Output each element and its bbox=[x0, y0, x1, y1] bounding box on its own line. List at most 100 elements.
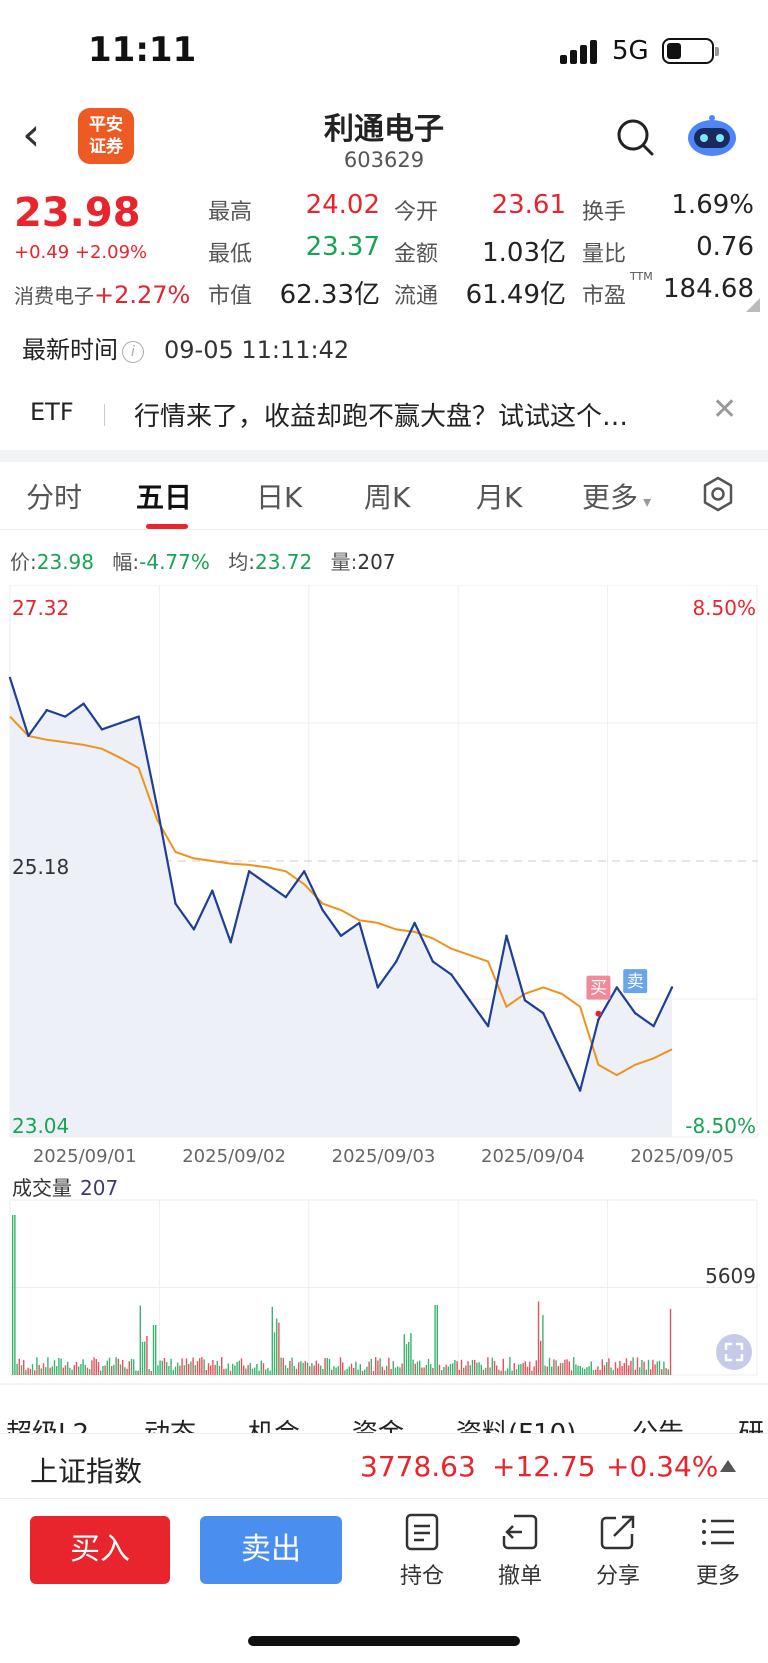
volume-bar bbox=[403, 1334, 405, 1375]
fullscreen-icon[interactable] bbox=[716, 1334, 752, 1370]
latest-time-row: 最新时间 i 09-05 11:11:42 bbox=[22, 330, 349, 365]
volume-bar bbox=[535, 1360, 537, 1375]
volume-bar bbox=[401, 1363, 403, 1375]
price-point bbox=[119, 721, 122, 725]
etf-banner-text[interactable]: 行情来了，收益却跑不赢大盘？试试这个… bbox=[134, 402, 629, 432]
price-point bbox=[652, 1024, 655, 1028]
price-point bbox=[155, 805, 159, 808]
price-area bbox=[10, 677, 672, 1137]
back-icon[interactable]: ‹ bbox=[22, 107, 41, 161]
volume-bar bbox=[577, 1365, 579, 1375]
tab-monthly-k[interactable]: 月K bbox=[476, 481, 523, 514]
section-tab[interactable]: 机会 bbox=[248, 1413, 300, 1433]
positions-button[interactable]: 持仓 bbox=[382, 1512, 462, 1590]
volume-bar bbox=[199, 1358, 201, 1375]
volume-bar bbox=[306, 1362, 309, 1375]
cancel-order-button[interactable]: 撤单 bbox=[480, 1512, 560, 1590]
volume-bar bbox=[238, 1360, 240, 1375]
buy-button[interactable]: 买入 bbox=[30, 1516, 170, 1584]
five-day-chart[interactable]: 买卖 27.32 25.18 23.04 8.50% -8.50% 2025/09/01 20… bbox=[0, 585, 768, 1385]
volume-bar bbox=[586, 1367, 588, 1375]
sector-change[interactable]: 消费电子+2.27% bbox=[14, 280, 190, 309]
volume-bar bbox=[456, 1361, 458, 1375]
section-tab[interactable]: 研 bbox=[738, 1413, 764, 1433]
volume-bar bbox=[122, 1359, 124, 1375]
etf-banner[interactable]: ETF 行情来了，收益却跑不赢大盘？试试这个… ✕ bbox=[0, 378, 768, 450]
section-tab[interactable]: 资金 bbox=[352, 1413, 404, 1433]
volume-bar bbox=[557, 1366, 559, 1375]
info-price: 23.98 bbox=[36, 550, 95, 574]
volume-bar bbox=[419, 1360, 421, 1375]
pe-value: 184.68 bbox=[663, 274, 754, 304]
volume-bar bbox=[511, 1370, 513, 1375]
status-bar: 11:11 5G bbox=[0, 0, 768, 100]
volume-bar bbox=[71, 1369, 73, 1375]
positions-icon bbox=[405, 1513, 439, 1551]
volume-bar bbox=[575, 1364, 577, 1375]
volume-bar bbox=[449, 1364, 452, 1375]
volume-bar bbox=[300, 1361, 302, 1375]
gear-icon[interactable] bbox=[700, 476, 736, 512]
volume-bar bbox=[311, 1363, 313, 1375]
volume-bar bbox=[225, 1368, 227, 1375]
tab-more[interactable]: 更多 ▾ bbox=[582, 476, 651, 516]
volume-bar bbox=[289, 1360, 291, 1375]
volume-bar bbox=[625, 1358, 628, 1375]
volume-bar bbox=[20, 1365, 23, 1375]
volume-bar bbox=[636, 1357, 639, 1375]
chevron-up-icon[interactable] bbox=[720, 1460, 736, 1472]
price-point bbox=[615, 986, 618, 989]
volume-bar bbox=[584, 1368, 586, 1375]
search-icon[interactable] bbox=[614, 116, 656, 158]
amount-label: 金额 bbox=[394, 242, 439, 267]
section-tab[interactable]: 动态 bbox=[144, 1413, 196, 1433]
section-tab[interactable]: 超级L2 bbox=[6, 1413, 89, 1433]
volume-bar bbox=[287, 1368, 289, 1375]
more-button[interactable]: 更多 bbox=[678, 1512, 758, 1590]
price-point bbox=[358, 921, 361, 925]
volume-bar bbox=[80, 1364, 82, 1375]
tab-daily-k[interactable]: 日K bbox=[256, 481, 303, 514]
sector-value: +2.27% bbox=[94, 281, 191, 309]
volume-bar bbox=[474, 1359, 476, 1375]
info-icon[interactable]: i bbox=[122, 341, 144, 363]
info-avg-label: 均: bbox=[228, 550, 255, 574]
volume-bar bbox=[331, 1369, 333, 1375]
volume-bar bbox=[416, 1361, 419, 1375]
volume-bar bbox=[216, 1360, 218, 1375]
volume-bar bbox=[108, 1357, 111, 1375]
volume-bar bbox=[192, 1357, 194, 1375]
close-icon[interactable]: ✕ bbox=[712, 392, 738, 427]
expand-corner-icon[interactable] bbox=[746, 298, 760, 312]
tab-intraday[interactable]: 分时 bbox=[26, 481, 83, 514]
volume-bar bbox=[478, 1362, 480, 1375]
volume-bar bbox=[31, 1364, 34, 1375]
volume-bar bbox=[408, 1341, 410, 1375]
tab-five-day[interactable]: 五日 bbox=[136, 481, 193, 514]
sell-button[interactable]: 卖出 bbox=[200, 1516, 342, 1584]
price-point bbox=[376, 986, 379, 989]
index-ticker-bar[interactable]: 上证指数 3778.63 +12.75 +0.34% bbox=[0, 1433, 768, 1499]
price-point bbox=[450, 973, 453, 976]
volume-bar bbox=[150, 1371, 152, 1375]
volume-bar bbox=[16, 1363, 18, 1375]
assistant-robot-icon[interactable] bbox=[686, 112, 738, 160]
volume-bar bbox=[295, 1368, 298, 1375]
volume-bar bbox=[493, 1360, 496, 1375]
cancel-order-icon bbox=[502, 1514, 538, 1550]
index-pct: +0.34% bbox=[606, 1450, 719, 1483]
volume-bar bbox=[392, 1361, 394, 1375]
volume-bar bbox=[168, 1366, 170, 1375]
tab-weekly-k[interactable]: 周K bbox=[364, 481, 411, 514]
price-point bbox=[468, 999, 471, 1002]
x-tick-label: 2025/09/04 bbox=[481, 1146, 585, 1167]
volume-bar bbox=[262, 1363, 265, 1375]
section-tab[interactable]: 公告 bbox=[632, 1413, 684, 1433]
volume-bar bbox=[658, 1360, 661, 1375]
volume-bar bbox=[181, 1358, 183, 1375]
volume-bar bbox=[458, 1369, 460, 1375]
volume-bar bbox=[346, 1368, 348, 1375]
volume-bar bbox=[137, 1370, 139, 1375]
section-tab[interactable]: 资料(F10) bbox=[456, 1413, 576, 1433]
share-button[interactable]: 分享 bbox=[578, 1512, 658, 1590]
